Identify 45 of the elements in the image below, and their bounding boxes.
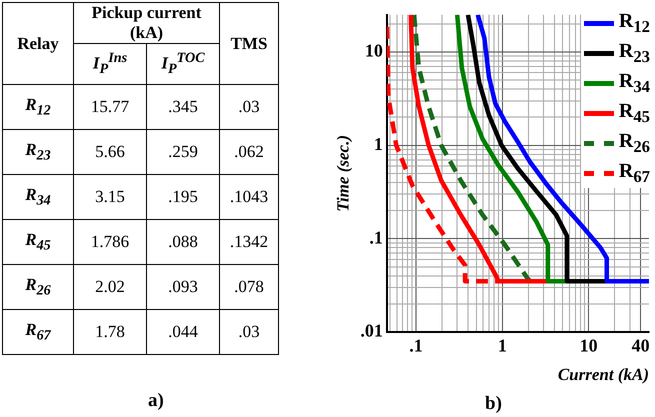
text: b): [485, 393, 502, 415]
text: R$_{67}$: [2, 310, 74, 354]
text: R$_{45}$: [2, 220, 74, 264]
text: a): [148, 390, 164, 412]
legend-label: R$_{67}$: [618, 160, 650, 186]
text: R$_{34}$: [2, 174, 74, 220]
text: .062: [220, 130, 278, 174]
text: .195: [146, 174, 220, 220]
text: R$_{23}$: [2, 130, 74, 174]
text: .088: [146, 220, 220, 264]
y-tick-label: .1: [369, 227, 383, 248]
text: .03: [220, 84, 278, 130]
text: .1043: [220, 174, 278, 220]
text: 1.786: [74, 220, 146, 264]
legend-label: R$_{23}$: [618, 40, 650, 66]
y-tick-label: .01: [360, 320, 383, 341]
x-tick-label: 40: [632, 335, 650, 356]
text: .259: [146, 130, 220, 174]
text: .03: [220, 310, 278, 354]
x-tick-label: .1: [409, 335, 423, 356]
y-tick-label: 1: [374, 134, 383, 154]
text: .078: [220, 264, 278, 310]
text: .1342: [220, 220, 278, 264]
x-tick-label: 1: [498, 335, 507, 356]
text: TMS: [220, 2, 278, 84]
legend-label: R$_{34}$: [618, 70, 650, 96]
text: 5.66: [74, 130, 146, 174]
text: Relay: [2, 2, 74, 84]
text: .044: [146, 310, 220, 354]
legend-label: R$_{26}$: [618, 130, 650, 156]
text: Pickup current (kA): [74, 2, 220, 44]
text: 3.15: [74, 174, 146, 220]
text: 1.78: [74, 310, 146, 354]
text: R$_{12}$: [2, 84, 74, 130]
text: 2.02: [74, 264, 146, 310]
text: .093: [146, 264, 220, 310]
y-axis-title: Time (sec.): [334, 135, 353, 212]
text: R$_{26}$: [2, 264, 74, 310]
legend-label: R$_{12}$: [618, 10, 650, 36]
x-tick-label: 10: [580, 335, 598, 356]
y-tick-label: 10: [364, 40, 383, 61]
x-axis-title: Current (kA): [558, 365, 649, 384]
legend-label: R$_{45}$: [618, 100, 650, 126]
text: 15.77: [74, 84, 146, 130]
text: .345: [146, 84, 220, 130]
